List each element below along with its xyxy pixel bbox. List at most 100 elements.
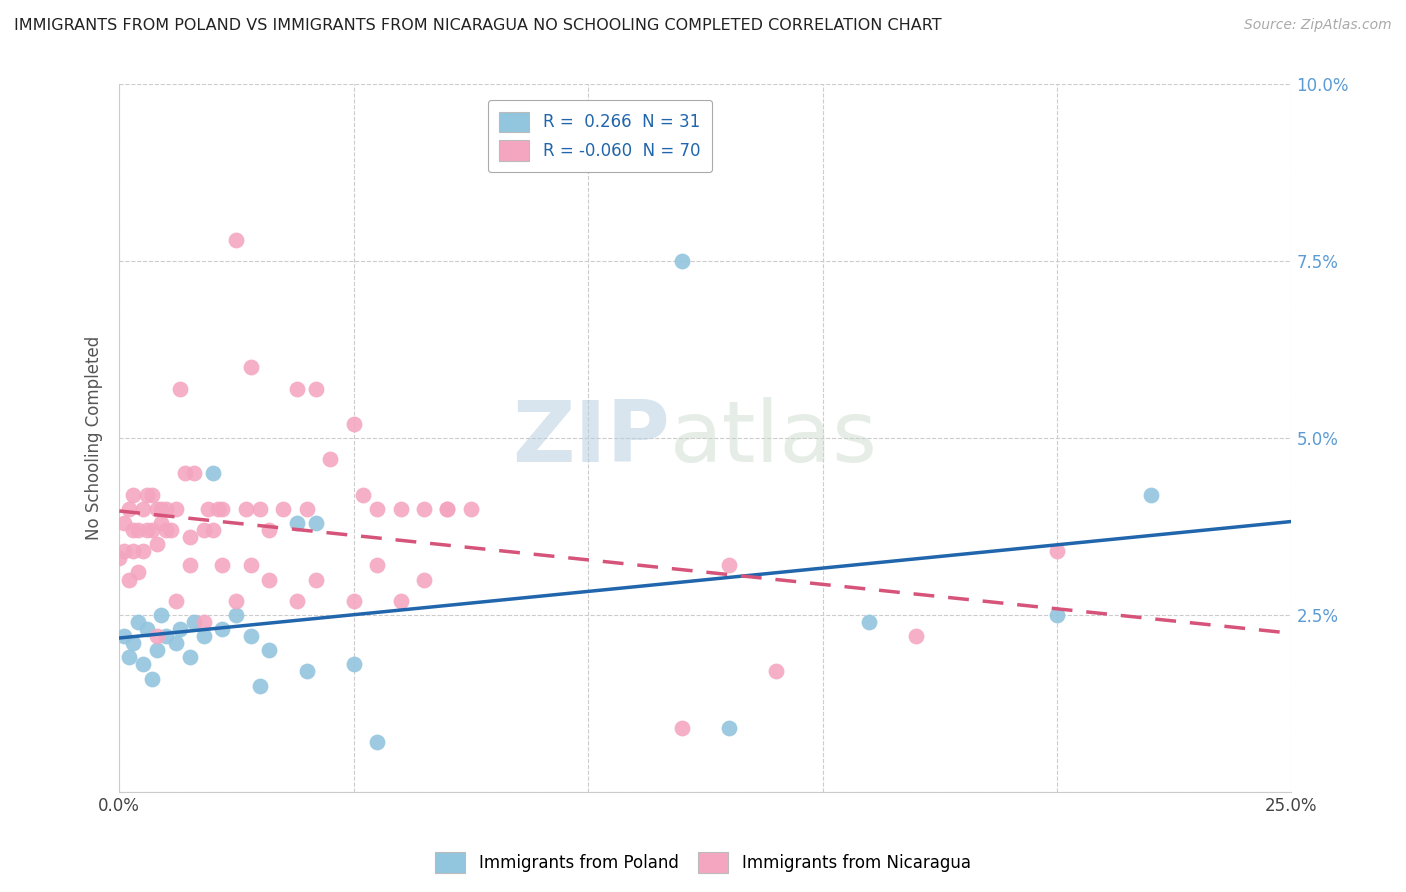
Point — [146, 501, 169, 516]
Point — [197, 501, 219, 516]
Point — [305, 516, 328, 530]
Point — [366, 501, 388, 516]
Point — [150, 501, 173, 516]
Point — [118, 501, 141, 516]
Point — [169, 622, 191, 636]
Point — [155, 501, 177, 516]
Point — [343, 417, 366, 431]
Point — [141, 523, 163, 537]
Point — [127, 615, 149, 629]
Point — [193, 629, 215, 643]
Point — [193, 615, 215, 629]
Point — [112, 544, 135, 558]
Point — [118, 573, 141, 587]
Point — [259, 523, 281, 537]
Point — [273, 501, 295, 516]
Point — [287, 516, 309, 530]
Point — [122, 636, 145, 650]
Point — [136, 622, 159, 636]
Point — [122, 523, 145, 537]
Point — [343, 657, 366, 672]
Point — [160, 523, 183, 537]
Point — [118, 650, 141, 665]
Point — [1139, 488, 1161, 502]
Point — [136, 488, 159, 502]
Point — [211, 622, 233, 636]
Legend: R =  0.266  N = 31, R = -0.060  N = 70: R = 0.266 N = 31, R = -0.060 N = 70 — [488, 100, 711, 172]
Point — [249, 501, 271, 516]
Point — [1046, 607, 1069, 622]
Point — [671, 721, 693, 735]
Point — [905, 629, 928, 643]
Point — [132, 657, 155, 672]
Point — [122, 544, 145, 558]
Point — [239, 360, 262, 375]
Point — [202, 467, 225, 481]
Point — [366, 558, 388, 573]
Point — [179, 558, 201, 573]
Point — [127, 523, 149, 537]
Text: IMMIGRANTS FROM POLAND VS IMMIGRANTS FROM NICARAGUA NO SCHOOLING COMPLETED CORRE: IMMIGRANTS FROM POLAND VS IMMIGRANTS FRO… — [14, 18, 942, 33]
Point — [249, 679, 271, 693]
Point — [389, 501, 412, 516]
Point — [225, 233, 247, 247]
Point — [225, 607, 247, 622]
Point — [108, 551, 131, 566]
Point — [235, 501, 257, 516]
Point — [165, 501, 187, 516]
Y-axis label: No Schooling Completed: No Schooling Completed — [86, 336, 103, 541]
Point — [136, 523, 159, 537]
Point — [207, 501, 229, 516]
Point — [127, 566, 149, 580]
Point — [146, 643, 169, 657]
Point — [858, 615, 880, 629]
Point — [436, 501, 458, 516]
Point — [319, 452, 342, 467]
Point — [305, 382, 328, 396]
Point — [343, 593, 366, 607]
Point — [389, 593, 412, 607]
Point — [150, 516, 173, 530]
Text: Source: ZipAtlas.com: Source: ZipAtlas.com — [1244, 18, 1392, 32]
Point — [193, 523, 215, 537]
Point — [287, 382, 309, 396]
Point — [295, 501, 318, 516]
Point — [155, 629, 177, 643]
Point — [146, 629, 169, 643]
Point — [179, 530, 201, 544]
Point — [305, 573, 328, 587]
Text: atlas: atlas — [671, 397, 879, 480]
Point — [112, 629, 135, 643]
Point — [366, 735, 388, 749]
Point — [141, 672, 163, 686]
Point — [765, 665, 787, 679]
Point — [239, 558, 262, 573]
Point — [671, 254, 693, 268]
Point — [122, 488, 145, 502]
Point — [179, 650, 201, 665]
Point — [183, 467, 205, 481]
Point — [169, 382, 191, 396]
Text: ZIP: ZIP — [512, 397, 671, 480]
Point — [259, 643, 281, 657]
Point — [413, 573, 436, 587]
Point — [211, 501, 233, 516]
Point — [112, 516, 135, 530]
Point — [460, 501, 482, 516]
Point — [413, 501, 436, 516]
Point — [239, 629, 262, 643]
Point — [717, 721, 740, 735]
Legend: Immigrants from Poland, Immigrants from Nicaragua: Immigrants from Poland, Immigrants from … — [429, 846, 977, 880]
Point — [150, 607, 173, 622]
Point — [155, 523, 177, 537]
Point — [202, 523, 225, 537]
Point — [436, 501, 458, 516]
Point — [183, 615, 205, 629]
Point — [174, 467, 197, 481]
Point — [287, 593, 309, 607]
Point — [211, 558, 233, 573]
Point — [141, 488, 163, 502]
Point — [165, 593, 187, 607]
Point — [225, 593, 247, 607]
Point — [132, 501, 155, 516]
